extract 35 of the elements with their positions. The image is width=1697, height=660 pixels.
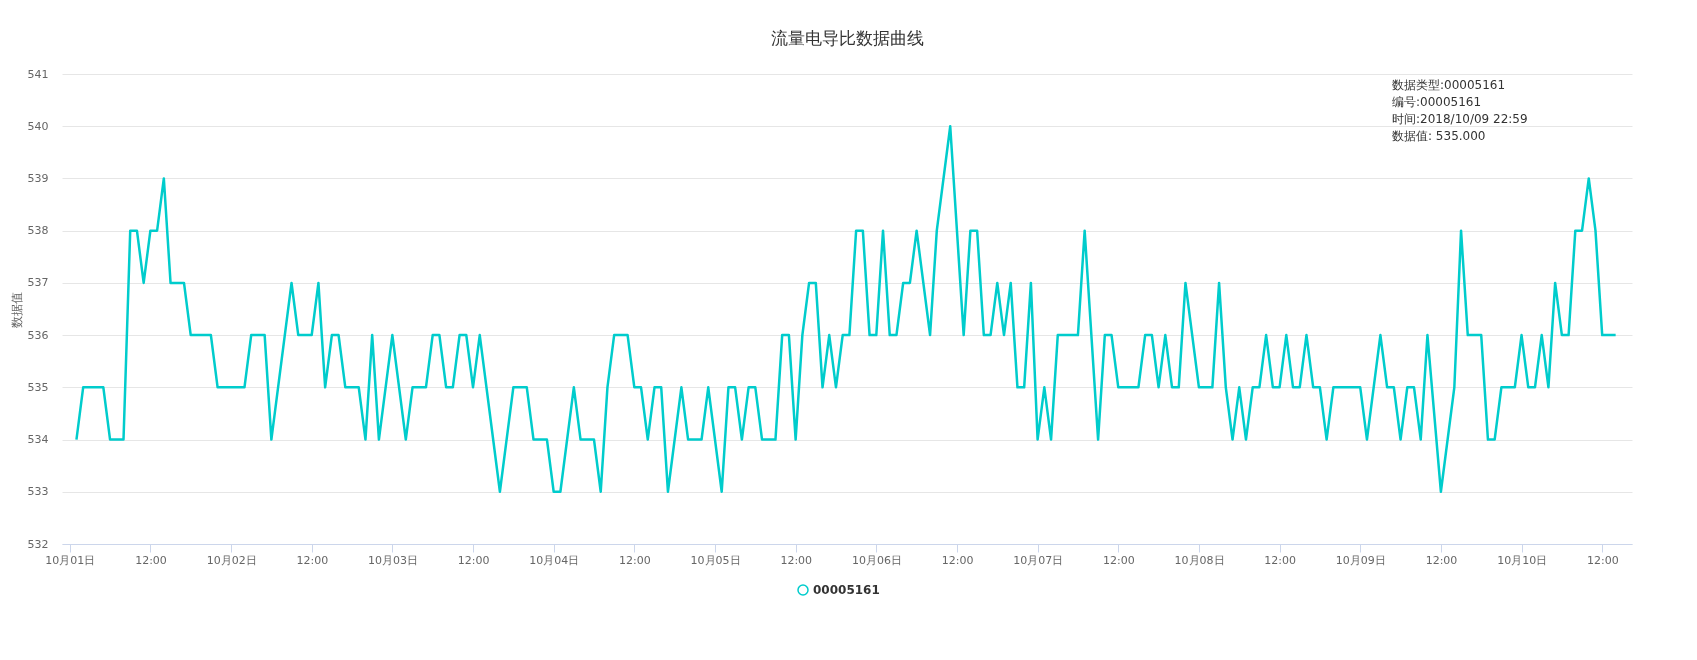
y-tick-label: 533 xyxy=(27,485,49,499)
x-tick-label: 12:00 xyxy=(1264,553,1297,567)
y-tick-label: 534 xyxy=(27,433,49,447)
x-tick-label: 10月06日 xyxy=(851,553,902,567)
x-tick-label: 12:00 xyxy=(780,553,813,567)
x-tick-label: 12:00 xyxy=(941,553,974,567)
x-tick-label: 12:00 xyxy=(135,553,167,567)
x-tick-label: 10月05日 xyxy=(690,553,741,567)
legend-label: 00005161 xyxy=(813,583,880,597)
annotation: 数据类型:00005161 编号:00005161 时间:2018/10/09 22:59 数据值: 535.000 xyxy=(1392,78,1528,143)
x-tick-label: 12:00 xyxy=(1103,553,1135,567)
y-tick-label: 535 xyxy=(27,380,49,394)
x-tick-label: 10月10日 xyxy=(1497,553,1548,567)
line-series xyxy=(75,124,1617,494)
x-tick-label: 12:00 xyxy=(296,553,329,567)
x-tick-label: 10月04日 xyxy=(529,553,580,567)
x-tick-label: 10月08日 xyxy=(1174,553,1225,567)
y-tick-label: 537 xyxy=(27,276,49,290)
x-tick-label: 12:00 xyxy=(1425,553,1458,567)
x-tick-label: 10月07日 xyxy=(1013,553,1064,567)
y-tick-label: 536 xyxy=(27,328,49,342)
y-tick-label: 540 xyxy=(27,119,49,133)
y-tick-label: 532 xyxy=(27,537,49,551)
chart-title: 流量电导比数据曲线 xyxy=(770,28,924,48)
y-tick-label: 538 xyxy=(27,224,49,238)
x-tick-label: 12:00 xyxy=(1586,553,1619,567)
x-tick-label: 10月09日 xyxy=(1335,553,1386,567)
x-tick-label: 12:00 xyxy=(457,553,490,567)
x-tick-label: 10月02日 xyxy=(206,553,257,567)
x-tick-label: 10月03日 xyxy=(367,553,418,567)
y-tick-label: 539 xyxy=(27,171,49,185)
y-tick-label: 541 xyxy=(27,67,49,81)
x-tick-label: 12:00 xyxy=(619,553,651,567)
y-axis-title: 数据值 xyxy=(9,291,24,328)
x-tick-label: 10月01日 xyxy=(45,553,96,567)
